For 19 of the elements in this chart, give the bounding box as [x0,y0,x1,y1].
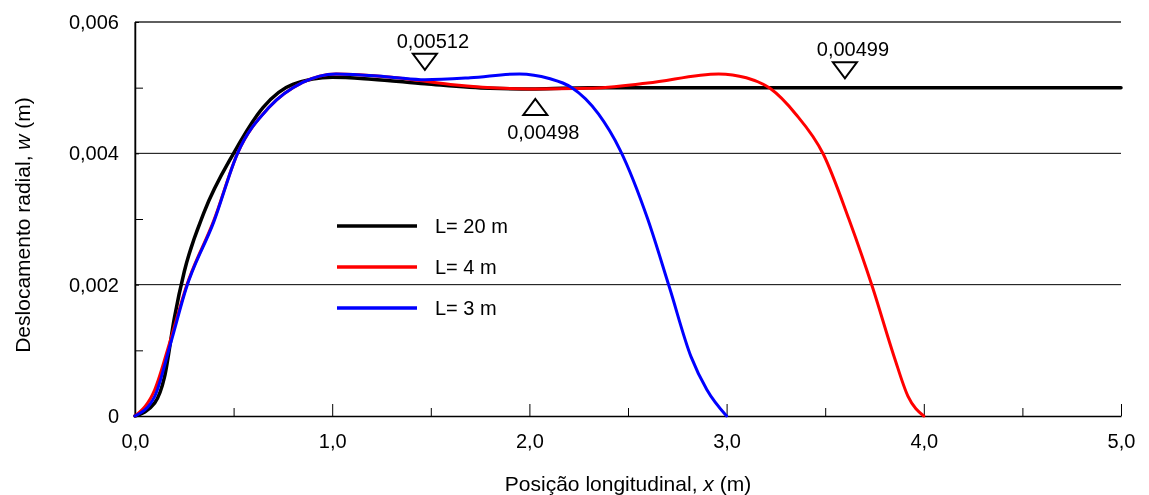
x-tick-label: 2,0 [515,430,544,453]
y-tick-label: 0 [107,404,119,427]
legend-label: L= 4 m [435,256,497,278]
x-tick-label: 5,0 [1107,430,1136,453]
x-axis-title: Posição longitudinal, x (m) [504,472,752,495]
legend-label: L= 20 m [435,215,508,237]
y-tick-label: 0,004 [68,142,119,165]
x-tick-label: 0,0 [121,430,150,453]
y-tick-label: 0,006 [68,10,119,33]
annotation: 0,00512 [396,29,470,52]
x-tick-label: 4,0 [910,430,939,453]
line-series [133,72,729,418]
x-tick-label: 3,0 [713,430,742,453]
y-tick-label: 0,002 [68,273,119,296]
y-axis-title: Deslocamento radial, w (m) [11,97,34,353]
annotation: 0,00499 [816,38,890,61]
legend-label: L= 3 m [435,297,497,319]
annotation: 0,00498 [507,120,580,143]
x-tick-label: 1,0 [318,430,347,453]
